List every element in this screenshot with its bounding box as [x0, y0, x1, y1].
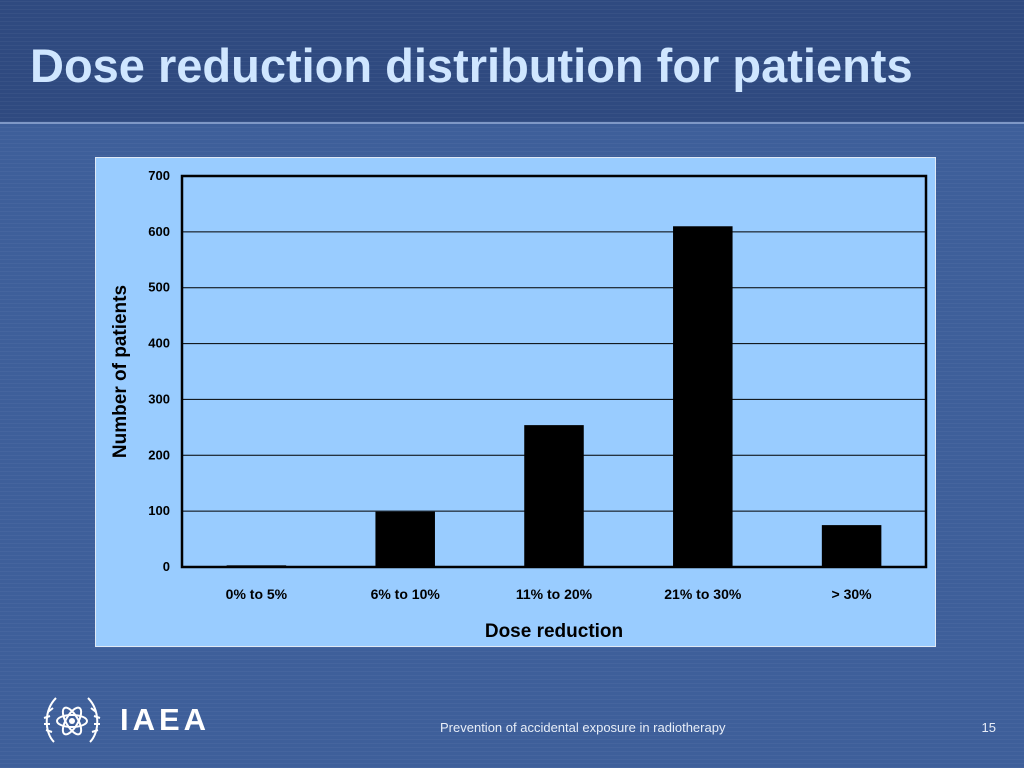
x-tick-label: 11% to 20%: [516, 586, 593, 602]
y-tick-label: 200: [148, 447, 170, 462]
bar-chart: 0 100 200 300 400 500 600 700 0% to 5% 6% to 10% 1…: [110, 168, 928, 642]
y-axis-label: Number of patients: [110, 285, 131, 458]
footer-caption: Prevention of accidental exposure in rad…: [440, 720, 726, 735]
x-axis-label: Dose reduction: [485, 621, 623, 642]
y-tick-label: 700: [148, 168, 170, 183]
y-tick-label: 300: [148, 391, 170, 406]
title-band: Dose reduction distribution for patients: [0, 0, 1024, 124]
x-tick-label: > 30%: [832, 586, 873, 602]
footer-org-name: IAEA: [120, 702, 211, 737]
iaea-emblem-icon: [43, 697, 101, 743]
bar: [673, 226, 733, 567]
bar: [375, 511, 435, 567]
bar: [821, 525, 882, 567]
y-tick-label: 0: [163, 559, 170, 574]
page-number: 15: [981, 720, 996, 735]
y-tick-label: 500: [148, 280, 170, 295]
chart-panel: 0 100 200 300 400 500 600 700 0% to 5% 6% to 10% 1…: [95, 157, 936, 647]
y-tick-label: 400: [148, 336, 170, 351]
bar: [226, 565, 287, 567]
x-tick-label: 0% to 5%: [226, 586, 288, 602]
slide-title: Dose reduction distribution for patients: [30, 39, 913, 92]
bar: [524, 425, 584, 567]
x-tick-label: 6% to 10%: [371, 586, 441, 602]
y-tick-label: 600: [148, 224, 170, 239]
x-tick-label: 21% to 30%: [664, 586, 742, 602]
y-tick-label: 100: [148, 503, 170, 518]
